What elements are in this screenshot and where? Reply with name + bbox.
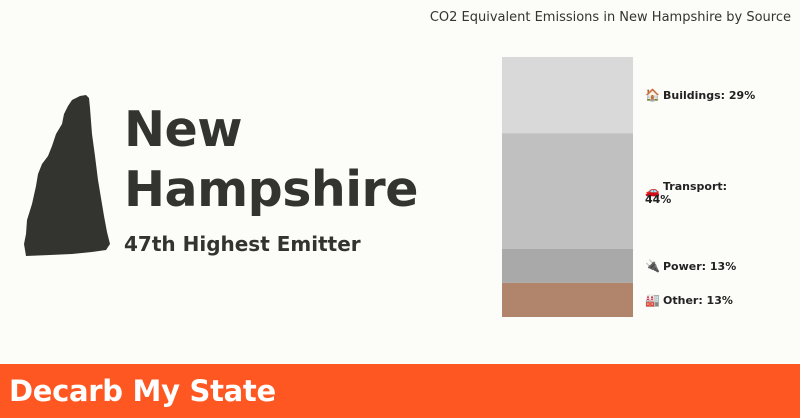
state-outline: [24, 95, 110, 256]
segment-label: Other: 13%: [663, 294, 733, 307]
bar-segment-transport: [502, 133, 633, 249]
state-name: New Hampshire: [124, 101, 418, 218]
segment-label: Buildings: 29%: [663, 89, 755, 102]
house-icon: 🏠: [645, 88, 660, 102]
segment-label: Transport: 44%: [645, 180, 727, 206]
brand-logo-text: Decarb My State: [9, 374, 276, 408]
plug-icon: 🔌: [645, 259, 660, 273]
bar-segment-buildings: [502, 57, 633, 134]
state-map-icon: [22, 94, 112, 256]
chart-title: CO2 Equivalent Emissions in New Hampshir…: [429, 10, 791, 25]
segment-label: Power: 13%: [663, 260, 736, 273]
car-icon: 🚗: [645, 184, 660, 198]
bar-segment-other: [502, 282, 633, 317]
footer-banner: Decarb My State: [0, 364, 800, 418]
factory-icon: 🏭: [645, 293, 660, 307]
bar-segment-power: [502, 248, 633, 283]
emitter-rank: 47th Highest Emitter: [124, 232, 361, 256]
